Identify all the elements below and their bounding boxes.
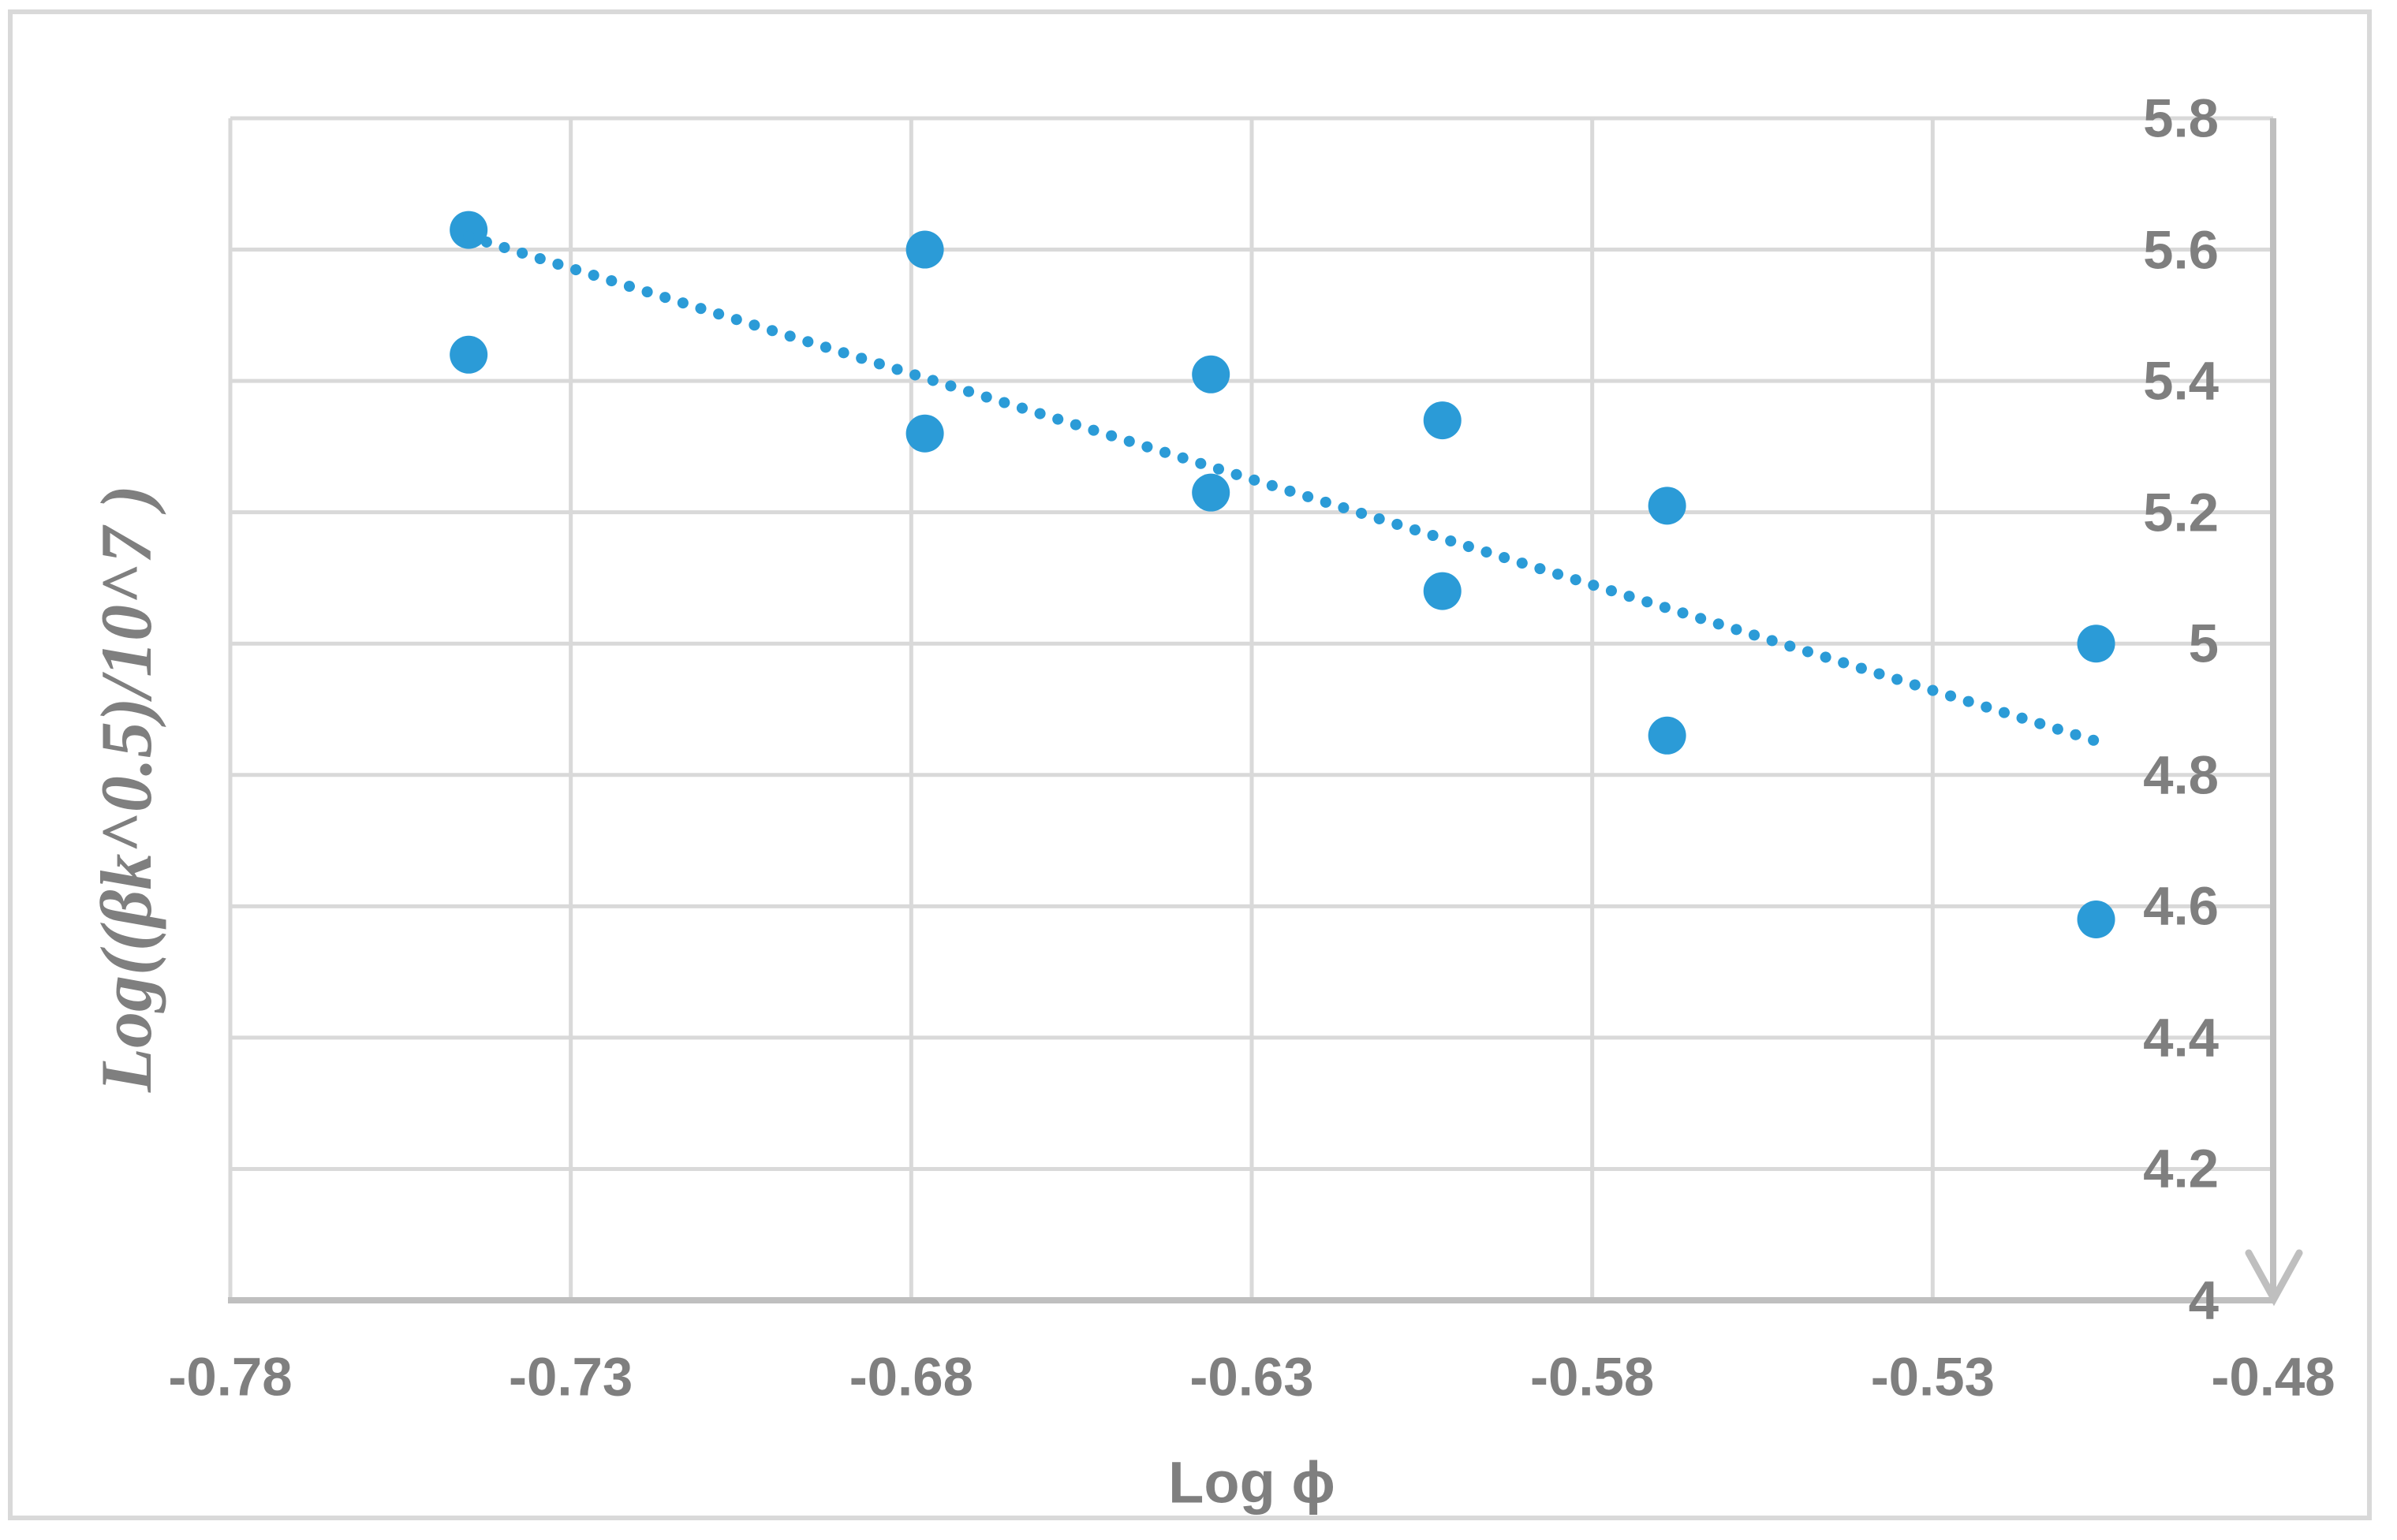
data-point [1648, 716, 1686, 755]
data-point [905, 414, 944, 453]
y-tick-label: 5.2 [2143, 482, 2219, 543]
data-point [1423, 401, 1462, 440]
y-axis-title: Log((βk^0.5)/10^7 ) [86, 484, 166, 1093]
x-tick-label: -0.58 [1530, 1346, 1655, 1408]
y-tick-label: 5.4 [2143, 350, 2219, 412]
y-tick-label: 4.2 [2143, 1138, 2219, 1199]
x-tick-label: -0.48 [2211, 1346, 2335, 1408]
chart-area-border [8, 9, 2372, 1520]
x-tick-label: -0.73 [509, 1346, 633, 1408]
data-point [450, 211, 488, 249]
y-tick-label: 5.6 [2143, 219, 2219, 281]
data-point [1192, 473, 1230, 512]
y-axis-arrow-down-icon [2245, 1249, 2303, 1307]
data-point [1192, 355, 1230, 393]
x-tick-label: -0.63 [1189, 1346, 1314, 1408]
y-tick-label: 5 [2188, 613, 2219, 674]
y-tick-label: 4.4 [2143, 1007, 2219, 1068]
x-axis-title: Log ϕ [1168, 1449, 1335, 1516]
data-point [905, 230, 944, 269]
data-point [1423, 572, 1462, 610]
data-point [450, 335, 488, 374]
y-tick-label: 4.6 [2143, 875, 2219, 937]
y-tick-label: 5.8 [2143, 88, 2219, 149]
x-tick-label: -0.78 [168, 1346, 293, 1408]
trendline [463, 230, 2105, 748]
data-point [1648, 487, 1686, 525]
y-tick-label: 4.8 [2143, 744, 2219, 806]
data-point [2077, 625, 2115, 663]
x-tick-label: -0.53 [1870, 1346, 1995, 1408]
y-tick-label: 4 [2188, 1270, 2219, 1331]
data-point [2077, 900, 2115, 938]
x-tick-label: -0.68 [849, 1346, 973, 1408]
